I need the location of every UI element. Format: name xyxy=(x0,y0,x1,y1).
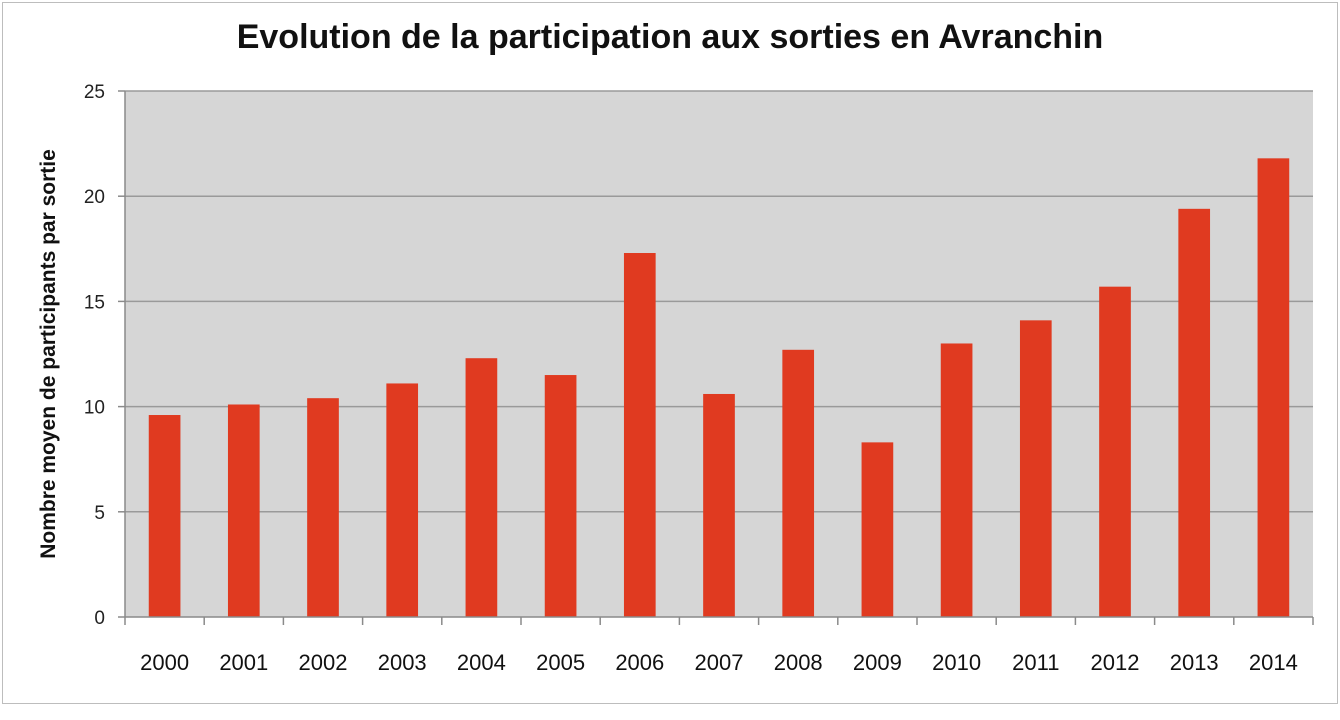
bar xyxy=(940,343,973,617)
y-axis-title: Nombre moyen de participants par sortie xyxy=(37,149,60,559)
bar xyxy=(1019,320,1052,617)
y-tick-label: 0 xyxy=(94,608,105,629)
bar xyxy=(703,393,735,617)
bar xyxy=(227,404,260,617)
x-tick-label: 2004 xyxy=(457,650,506,675)
y-tick-label: 25 xyxy=(84,82,105,103)
x-tick-label: 2008 xyxy=(774,650,823,675)
y-tick-label: 5 xyxy=(94,503,105,524)
x-tick-label: 2001 xyxy=(219,650,268,675)
y-tick-label: 15 xyxy=(84,292,105,313)
bar xyxy=(386,383,419,617)
x-tick-label: 2010 xyxy=(932,650,981,675)
y-tick-labels: 0 5 10 15 20 25 xyxy=(84,82,105,629)
x-tick-label: 2002 xyxy=(299,650,348,675)
x-tick-label: 2005 xyxy=(536,650,585,675)
bars xyxy=(148,158,1290,617)
x-tick-label: 2012 xyxy=(1091,650,1140,675)
x-tick-label: 2011 xyxy=(1012,650,1059,675)
bar xyxy=(307,398,339,617)
chart-title: Evolution de la participation aux sortie… xyxy=(236,18,1104,56)
bar xyxy=(148,415,181,617)
x-tick-label: 2000 xyxy=(140,650,189,675)
bar xyxy=(1099,286,1131,617)
x-tick-label: 2003 xyxy=(378,650,427,675)
bar xyxy=(1257,158,1290,617)
bar xyxy=(782,349,815,617)
axes xyxy=(118,90,1314,625)
x-tick-label: 2009 xyxy=(853,650,902,675)
x-tick-label: 2006 xyxy=(615,650,664,675)
bar xyxy=(465,358,498,617)
x-tick-label: 2007 xyxy=(695,650,744,675)
bar xyxy=(544,375,577,617)
bar xyxy=(1178,208,1211,617)
bar xyxy=(623,253,656,617)
x-tick-label: 2013 xyxy=(1170,650,1219,675)
x-tick-label: 2014 xyxy=(1249,650,1298,675)
y-tick-label: 10 xyxy=(84,398,105,419)
bar xyxy=(861,442,894,617)
y-tick-label: 20 xyxy=(84,187,105,208)
x-tick-labels: 2000 2001 2002 2003 2004 2005 2006 2007 2008 2009… xyxy=(140,650,1298,675)
